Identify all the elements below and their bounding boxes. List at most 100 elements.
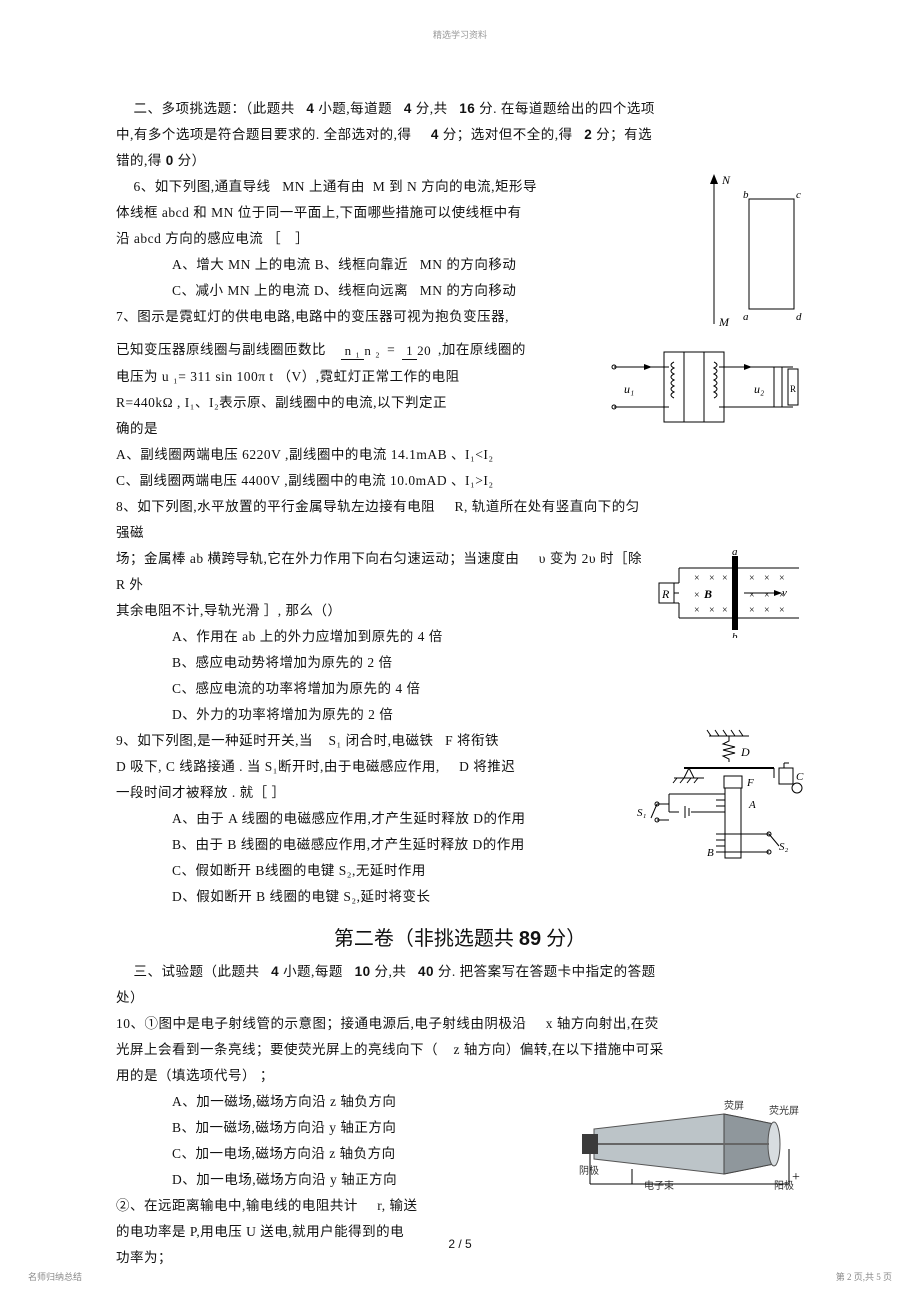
section2-line2: 中,有多个选项是符合题目要求的. 全部选对的,得 4 分；选对但不全的,得 2 … (116, 122, 804, 148)
svg-text:×: × (764, 590, 770, 601)
q6-to: N (407, 179, 417, 194)
svg-text:D: D (740, 745, 750, 759)
svg-text:×: × (749, 605, 755, 616)
q7-optA: A、副线圈两端电压 6220V ,副线圈中的电流 14.1mAB 、I₁<I₂ (116, 442, 804, 468)
q6-from: M (373, 179, 386, 194)
s2-l2a: 中,有多个选项是符合题目要求的. 全部选对的,得 (116, 127, 412, 142)
q9-s2: D 吸下, C 线路接通 . 当 S₁断开时,由于电磁感应作用, (116, 759, 440, 774)
svg-text:A: A (748, 799, 756, 811)
svg-text:×: × (722, 573, 728, 584)
svg-text:S₂: S₂ (779, 841, 789, 853)
section2-line3: 错的,得 0 分） (116, 148, 804, 174)
svg-text:荧屏: 荧屏 (724, 1099, 744, 1112)
s2-t3: 分,共 (416, 101, 448, 116)
svg-text:×: × (709, 605, 715, 616)
s2-each: 4 (404, 101, 412, 116)
q10-s2b: 轴方向）偏转,在以下措施中可采 (464, 1042, 664, 1057)
section3-line2: 处） (116, 985, 804, 1011)
q10-line3: 用的是（填选项代号） ； (116, 1063, 804, 1089)
svg-text:电子束: 电子束 (644, 1179, 674, 1192)
s2-l2b: 分；选对但不全的,得 (443, 127, 573, 142)
q7-s2b: ,加在原线圈的 (438, 342, 526, 357)
q8-s2: 场；金属棒 ab 横跨导轨,它在外力作用下向右匀速运动；当速度由 (116, 551, 519, 566)
s2-part: 2 (584, 127, 592, 142)
q7-fb: n ₂ (364, 342, 380, 358)
svg-text:+: + (792, 1170, 800, 1185)
svg-text:u₁: u₁ (624, 382, 634, 396)
q10-s1b: 轴方向射出,在荧 (557, 1016, 659, 1031)
q6-oa2: MN 的方向移动 (420, 257, 517, 272)
q7-figure: u₁ u₂ R (604, 337, 804, 437)
q9-F: F (445, 733, 453, 748)
p2-pts: 89 (519, 928, 541, 950)
footer-left: 名师归纳总结 (28, 1270, 82, 1283)
q9-figure: D F C A B (629, 728, 804, 888)
q8-v: υ (539, 551, 546, 566)
svg-text:×: × (749, 590, 755, 601)
s2-l2c: 分；有选 (596, 127, 652, 142)
svg-text:×: × (779, 605, 785, 616)
s2-t1: 二、多项挑选题：（此题共 (134, 101, 295, 116)
q10-s1: 10、①图中是电子射线管的示意图；接通电源后,电子射线由阴极沿 (116, 1016, 526, 1031)
header-text: 精选学习资料 (433, 30, 487, 40)
svg-text:S₁: S₁ (637, 807, 647, 819)
page-header: 精选学习资料 (0, 28, 920, 41)
svg-text:×: × (694, 605, 700, 616)
q8-s1: 8、如下列图,水平放置的平行金属导轨左边接有电阻 (116, 499, 435, 514)
q10-x: x (546, 1016, 553, 1031)
s2-full: 4 (431, 127, 439, 142)
s2-count: 4 (306, 101, 314, 116)
page-number: 2 / 5 (0, 1237, 920, 1251)
s3-c: 4 (271, 964, 279, 979)
svg-text:阴极: 阴极 (579, 1164, 599, 1177)
svg-text:C: C (796, 771, 804, 783)
s2-l3b: 分） (178, 153, 206, 168)
q10-line1: 10、①图中是电子射线管的示意图；接通电源后,电子射线由阴极沿 x 轴方向射出,… (116, 1011, 804, 1037)
svg-text:B: B (707, 847, 714, 859)
s3-t3: 分,共 (374, 964, 406, 979)
q8-optC: C、感应电流的功率将增加为原先的 4 倍 (116, 676, 804, 702)
s2-t4: 分. 在每道题给出的四个选项 (479, 101, 655, 116)
svg-text:R: R (661, 587, 670, 601)
q7-eq: = (387, 342, 395, 357)
q9-s2b: 将推迟 (473, 759, 515, 774)
svg-text:u₂: u₂ (754, 382, 764, 396)
fig6-N: N (721, 174, 731, 187)
q9-s1b: 闭合时,电磁铁 (346, 733, 434, 748)
q10-r: r, (377, 1198, 385, 1213)
svg-text:B: B (703, 587, 712, 601)
p2-t2: 分） (546, 928, 586, 950)
section3-heading: 三、试验题（此题共 4 小题,每题 10 分,共 40 分. 把答案写在答题卡中… (116, 959, 804, 985)
fig6-b: b (743, 189, 749, 201)
q7-ft: n ₁ (341, 343, 365, 360)
q6-s3: 方向的电流,矩形导 (421, 179, 537, 194)
q6-oc2: MN 的方向移动 (420, 283, 517, 298)
q8-optD: D、外力的功率将增加为原先的 2 倍 (116, 702, 804, 728)
s3-t2: 小题,每题 (283, 964, 343, 979)
svg-text:×: × (764, 573, 770, 584)
q6-wire: MN (282, 179, 305, 194)
svg-text:b: b (732, 631, 738, 638)
svg-text:×: × (694, 590, 700, 601)
svg-text:×: × (694, 573, 700, 584)
q10-p21b: 输送 (389, 1198, 417, 1213)
section2-heading: 二、多项挑选题：（此题共 4 小题,每道题 4 分,共 16 分. 在每道题给出… (116, 96, 804, 122)
q7-f2b: 20 (417, 342, 431, 358)
q8-figure: R a b ××× ××× ×××× ××× ××× B v (654, 548, 804, 638)
svg-text:×: × (764, 605, 770, 616)
q10-figure: 荧屏 荧光屏 阴极 电子束 阳极 + (574, 1089, 804, 1204)
q6-oc: C、减小 MN 上的电流 D、线框向远离 (172, 283, 408, 298)
q9-s1: 9、如下列图,是一种延时开关,当 (116, 733, 313, 748)
q9-S1: S₁ (329, 733, 342, 748)
q9-s1c: 将衔铁 (457, 733, 499, 748)
s3-t1: 三、试验题（此题共 (134, 964, 260, 979)
svg-text:×: × (722, 605, 728, 616)
q8-line1: 8、如下列图,水平放置的平行金属导轨左边接有电阻 R, 轨道所在处有竖直向下的匀… (116, 494, 804, 546)
q7-optC: C、副线圈两端电压 4400V ,副线圈中的电流 10.0mAD 、I₁>I₂ (116, 468, 804, 494)
q6-figure: N M b c a d (694, 174, 804, 329)
s2-total: 16 (459, 101, 475, 116)
svg-text:荧光屏: 荧光屏 (769, 1104, 799, 1117)
q6-s2: 上通有由 (309, 179, 365, 194)
s3-t4: 分. 把答案写在答题卡中指定的答题 (438, 964, 656, 979)
q10-p21: ②、在远距离输电中,输电线的电阻共计 (116, 1198, 358, 1213)
